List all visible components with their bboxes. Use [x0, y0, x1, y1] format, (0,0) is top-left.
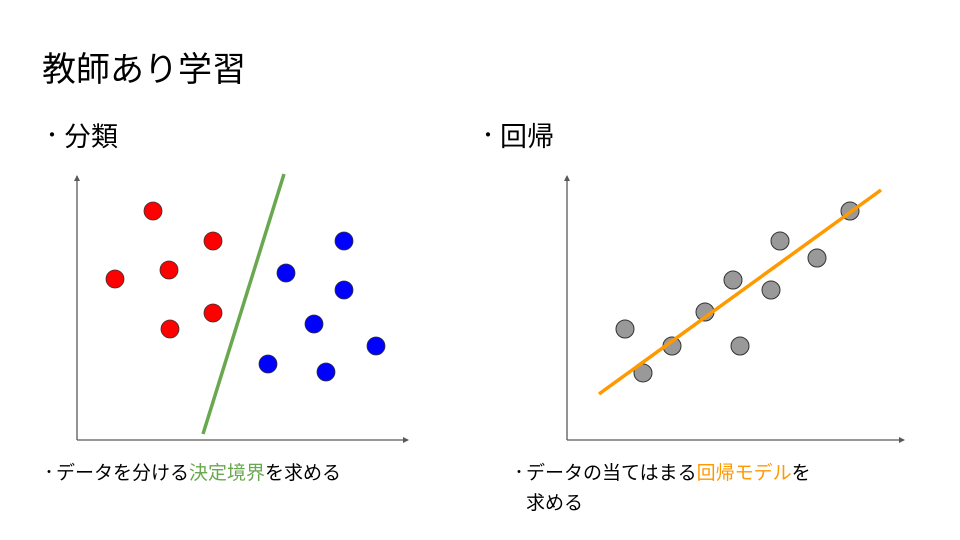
classification-heading: ・分類	[42, 116, 118, 157]
data-point	[807, 248, 827, 268]
class-a-point	[159, 260, 179, 280]
class-a-point	[203, 303, 223, 323]
slide-title: 教師あり学習	[42, 50, 246, 90]
class-b-point	[316, 362, 336, 382]
data-point	[761, 280, 781, 300]
regression-heading-label: 回帰	[500, 122, 554, 153]
bullet-icon: ・	[42, 465, 56, 481]
data-point	[770, 231, 790, 251]
class-b-point	[334, 231, 354, 251]
regression-diagram	[564, 175, 905, 443]
decision-boundary-term: 決定境界	[189, 462, 266, 484]
caption-text-line2: 求める	[526, 492, 584, 514]
decision-boundary-line	[201, 173, 286, 435]
data-point	[615, 319, 635, 339]
regression-line	[597, 188, 883, 396]
caption-text: を	[791, 462, 811, 484]
class-a-point	[105, 269, 125, 289]
caption-text: データの当てはまる	[526, 462, 697, 484]
caption-text: を求める	[265, 462, 342, 484]
class-b-point	[258, 354, 278, 374]
class-b-point	[304, 314, 324, 334]
classification-diagram	[74, 173, 409, 443]
class-b-point	[334, 280, 354, 300]
bullet-icon: ・	[478, 123, 498, 147]
bullet-icon: ・	[512, 465, 526, 481]
regression-model-term: 回帰モデル	[696, 462, 792, 484]
class-a-point	[160, 319, 180, 339]
classification-heading-label: 分類	[64, 122, 118, 153]
class-b-point	[276, 263, 296, 283]
classification-caption: ・データを分ける決定境界を求める	[42, 458, 341, 488]
class-a-point	[143, 201, 163, 221]
regression-heading: ・回帰	[478, 116, 554, 157]
class-a-point	[203, 231, 223, 251]
data-point	[730, 336, 750, 356]
regression-caption: ・データの当てはまる回帰モデルを 求める	[512, 458, 811, 518]
bullet-icon: ・	[42, 123, 62, 147]
data-point	[723, 270, 743, 290]
class-b-point	[366, 336, 386, 356]
caption-text: データを分ける	[56, 462, 190, 484]
